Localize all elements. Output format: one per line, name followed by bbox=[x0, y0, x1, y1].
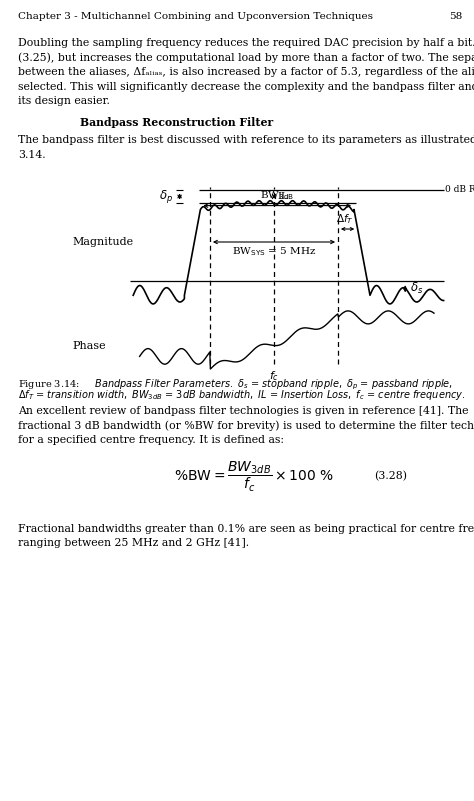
Text: Chapter 3 - Multichannel Combining and Upconversion Techniques: Chapter 3 - Multichannel Combining and U… bbox=[18, 12, 373, 21]
Text: Doubling the sampling frequency reduces the required DAC precision by half a bit: Doubling the sampling frequency reduces … bbox=[18, 38, 474, 48]
Text: Phase: Phase bbox=[73, 341, 106, 351]
Text: $\delta_s$: $\delta_s$ bbox=[410, 280, 423, 296]
Text: $\delta_p$: $\delta_p$ bbox=[159, 188, 173, 205]
Text: for a specified centre frequency. It is defined as:: for a specified centre frequency. It is … bbox=[18, 435, 284, 445]
Text: $\mathit{\Delta f_T}$ = $\mathit{transition\ width,}$ $\mathit{BW_{3dB}}$ = $\ma: $\mathit{\Delta f_T}$ = $\mathit{transit… bbox=[18, 388, 465, 402]
Text: $f_c$: $f_c$ bbox=[269, 369, 279, 383]
Text: $\Delta f_T$: $\Delta f_T$ bbox=[337, 212, 354, 226]
Text: its design easier.: its design easier. bbox=[18, 96, 110, 106]
Text: Bandpass Reconstruction Filter: Bandpass Reconstruction Filter bbox=[80, 116, 273, 127]
Text: 3.14.: 3.14. bbox=[18, 150, 46, 159]
Text: Magnitude: Magnitude bbox=[73, 237, 134, 247]
Text: 58: 58 bbox=[449, 12, 462, 21]
Text: BW$_\mathrm{3dB}$: BW$_\mathrm{3dB}$ bbox=[260, 189, 294, 202]
Text: ranging between 25 MHz and 2 GHz [41].: ranging between 25 MHz and 2 GHz [41]. bbox=[18, 538, 249, 548]
Text: (3.28): (3.28) bbox=[374, 471, 407, 481]
Text: BW$_\mathrm{SYS}$ = 5 MHz: BW$_\mathrm{SYS}$ = 5 MHz bbox=[232, 245, 316, 258]
Text: The bandpass filter is best discussed with reference to its parameters as illust: The bandpass filter is best discussed wi… bbox=[18, 135, 474, 145]
Text: IL: IL bbox=[278, 192, 289, 201]
Text: Fractional bandwidths greater than 0.1% are seen as being practical for centre f: Fractional bandwidths greater than 0.1% … bbox=[18, 524, 474, 533]
Text: 0 dB Ref.: 0 dB Ref. bbox=[445, 186, 474, 195]
Text: fractional 3 dB bandwidth (or %BW for brevity) is used to determine the filter t: fractional 3 dB bandwidth (or %BW for br… bbox=[18, 421, 474, 431]
Text: An excellent review of bandpass filter technologies is given in reference [41]. : An excellent review of bandpass filter t… bbox=[18, 406, 468, 416]
Text: selected. This will significantly decrease the complexity and the bandpass filte: selected. This will significantly decrea… bbox=[18, 82, 474, 91]
Text: Figure 3.14:     $\mathit{Bandpass\ Filter\ Parameters.}$ $\mathit{\delta_s}$ = : Figure 3.14: $\mathit{Bandpass\ Filter\ … bbox=[18, 378, 453, 392]
Text: (3.25), but increases the computational load by more than a factor of two. The s: (3.25), but increases the computational … bbox=[18, 53, 474, 63]
Text: $\%\mathrm{BW} = \dfrac{BW_{3dB}}{f_c} \times 100\ \%$: $\%\mathrm{BW} = \dfrac{BW_{3dB}}{f_c} \… bbox=[174, 460, 334, 493]
Text: between the aliases, Δfₐₗᵢₐₛ, is also increased by a factor of 5.3, regardless o: between the aliases, Δfₐₗᵢₐₛ, is also in… bbox=[18, 67, 474, 77]
